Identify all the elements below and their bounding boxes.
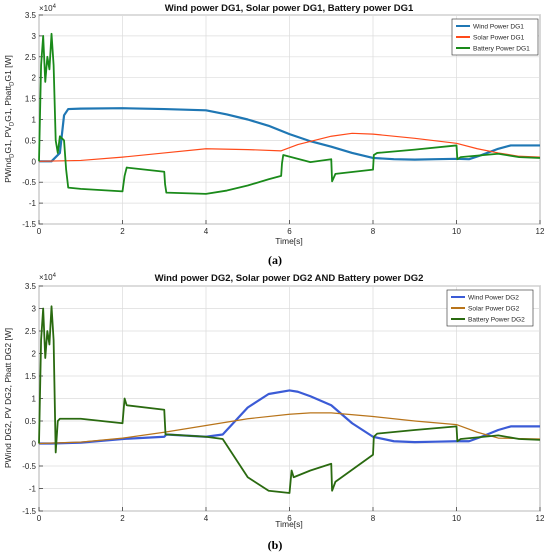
chart-a-x-tick-label: 0 (37, 227, 42, 236)
chart-b-y-tick-label: 1 (32, 395, 37, 404)
chart-a-y-label-part: G1, PV (3, 126, 13, 154)
chart-a-y-tick-label: 3 (32, 32, 37, 41)
chart-b-y-tick-label: -0.5 (22, 462, 36, 471)
chart-a-legend-label-0: Wind Power DG1 (473, 24, 524, 31)
chart-a-legend-label-2: Battery Power DG1 (473, 46, 530, 53)
chart-a-x-label: Time[s] (275, 236, 303, 246)
chart-a-legend: Wind Power DG1 Solar Power DG1 Battery Pow… (451, 18, 539, 56)
chart-a-x-tick-label: 4 (204, 227, 209, 236)
chart-a-caption: (a) (268, 253, 282, 267)
chart-b-y-tick-label: 0.5 (25, 417, 37, 426)
chart-a-exponent: ×104 (39, 4, 57, 13)
chart-b-y-tick-label: 1.5 (25, 372, 37, 381)
chart-b-x-tick-label: 4 (204, 514, 209, 523)
chart-b-y-tick-label: -1 (29, 485, 37, 494)
chart-b-x-tick-label: 12 (536, 514, 545, 523)
chart-b-x-tick-label: 0 (37, 514, 42, 523)
chart-b-title: Wind power DG2, Solar power DG2 AND Batt… (155, 273, 424, 284)
chart-a-y-tick-label: 2 (32, 74, 37, 83)
chart-a-y-label-part: D (10, 121, 16, 126)
chart-a-y-label-part: D (10, 153, 16, 158)
chart-a-x-tick-label: 2 (120, 227, 125, 236)
chart-b-y-tick-label: 0 (32, 440, 37, 449)
chart-b-x-tick-label: 2 (120, 514, 125, 523)
chart-b-y-tick-label: 2 (32, 350, 37, 359)
chart-b-x-tick-label: 8 (371, 514, 376, 523)
chart-b-legend-label-1: Solar Power DG2 (468, 306, 520, 313)
chart-b-y-ticks: -1.5 -1 -0.5 0 0.5 1 1.5 2 2.5 3 3.5 (22, 282, 43, 516)
chart-b-y-tick-label: 3.5 (25, 282, 37, 291)
chart-b-legend-label-2: Battery Power DG2 (468, 317, 525, 324)
chart-a-x-tick-label: 10 (452, 227, 461, 236)
chart-a-y-ticks: -1.5 -1 -0.5 0 0.5 1 1.5 2 2.5 3 3.5 (22, 11, 43, 229)
chart-a-series-1-line (38, 132, 541, 162)
svg-text:×104: ×104 (39, 4, 57, 13)
chart-b-legend: Wind Power DG2 Solar Power DG2 Battery Pow… (446, 289, 534, 327)
chart-b-y-label: PWind DG2, PV DG2, Pbatt DG2 [W] (3, 328, 13, 468)
chart-a: Wind power DG1, Solar power DG1, Battery… (3, 3, 545, 267)
chart-b-series-0-line (39, 389, 540, 445)
chart-a-x-tick-label: 6 (287, 227, 292, 236)
chart-a-x-ticks: 0 2 4 6 8 10 12 (37, 220, 545, 236)
chart-a-y-tick-label: 0.5 (25, 136, 37, 145)
chart-a-series-2-line (38, 32, 541, 195)
chart-b-caption: (b) (268, 538, 283, 552)
chart-b-series-1-line (38, 412, 541, 445)
svg-text:×104: ×104 (39, 273, 57, 282)
chart-a-y-tick-label: -0.5 (22, 178, 36, 187)
chart-b-legend-label-0: Wind Power DG2 (468, 295, 519, 302)
chart-b: Wind power DG2, Solar power DG2 AND Batt… (3, 273, 545, 552)
chart-b-series-2-line (38, 305, 541, 494)
chart-b-x-tick-label: 10 (452, 514, 461, 523)
chart-a-y-tick-label: -1 (29, 199, 37, 208)
chart-b-x-tick-label: 6 (287, 514, 292, 523)
chart-b-exponent: ×104 (39, 273, 57, 282)
chart-a-y-tick-label: 1.5 (25, 95, 37, 104)
chart-a-title: Wind power DG1, Solar power DG1, Battery… (165, 3, 414, 14)
chart-a-legend-label-1: Solar Power DG1 (473, 35, 525, 42)
chart-a-y-tick-label: 0 (32, 157, 37, 166)
chart-a-y-label-part: G1 [W] (3, 55, 13, 81)
chart-a-x-tick-label: 8 (371, 227, 376, 236)
chart-a-y-label-part: G1, Pbatt (3, 85, 13, 122)
chart-a-y-tick-label: -1.5 (22, 220, 36, 229)
chart-a-y-tick-label: 1 (32, 116, 37, 125)
chart-a-y-tick-label: 2.5 (25, 53, 37, 62)
chart-a-y-label-part: D (10, 81, 16, 86)
chart-b-grid (38, 285, 541, 512)
chart-b-x-ticks: 0 2 4 6 8 10 12 (37, 507, 545, 523)
chart-b-x-label: Time[s] (275, 519, 303, 529)
chart-b-y-tick-label: -1.5 (22, 507, 36, 516)
chart-a-y-label: PWindDG1, PVDG1, PbattDG1 [W] (3, 55, 16, 183)
chart-a-y-tick-label: 3.5 (25, 11, 37, 20)
chart-a-x-tick-label: 12 (536, 227, 545, 236)
chart-a-series (38, 32, 541, 195)
chart-b-y-tick-label: 3 (32, 305, 37, 314)
chart-b-series (38, 305, 541, 494)
chart-a-y-label-part: PWind (3, 158, 13, 183)
chart-a-series-0-line (39, 107, 540, 163)
chart-b-y-tick-label: 2.5 (25, 327, 37, 336)
